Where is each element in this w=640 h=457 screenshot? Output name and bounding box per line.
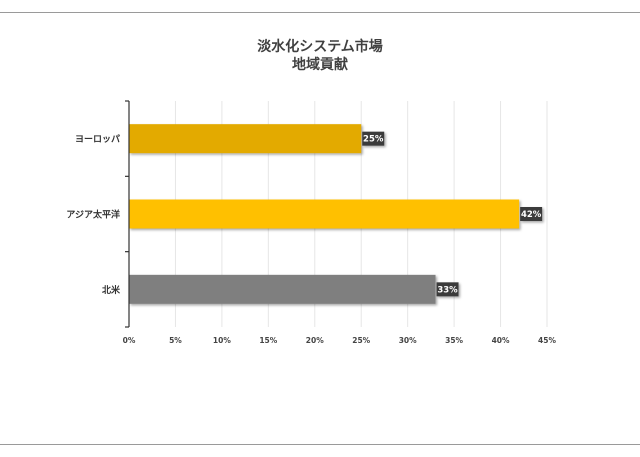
bottom-divider bbox=[0, 444, 640, 445]
x-tick-label: 30% bbox=[399, 336, 417, 345]
data-label: 33% bbox=[437, 285, 458, 295]
chart-title-line1: 淡水化システム市場 bbox=[257, 39, 383, 55]
data-label-box bbox=[436, 282, 459, 297]
data-label: 42% bbox=[521, 210, 542, 220]
bar bbox=[129, 199, 520, 229]
x-tick-label: 45% bbox=[538, 336, 556, 345]
x-tick-label: 25% bbox=[352, 336, 370, 345]
category-label: ヨーロッパ bbox=[75, 133, 120, 145]
x-tick-label: 35% bbox=[445, 336, 463, 345]
category-label: 北米 bbox=[102, 284, 121, 296]
data-label-box bbox=[520, 207, 543, 221]
chart-title-line2: 地域貢献 bbox=[292, 57, 348, 73]
bars bbox=[129, 124, 520, 304]
axes bbox=[125, 100, 130, 328]
data-label-box bbox=[362, 131, 385, 146]
x-tick-label: 20% bbox=[306, 336, 324, 345]
category-label: アジア太平洋 bbox=[66, 209, 120, 221]
x-tick-label: 5% bbox=[169, 336, 182, 345]
x-tick-label: 10% bbox=[213, 336, 231, 345]
x-tick-label: 15% bbox=[259, 336, 277, 345]
x-tick-label: 40% bbox=[492, 336, 510, 345]
x-tick-label: 0% bbox=[123, 336, 136, 345]
bar bbox=[129, 124, 362, 154]
top-divider bbox=[0, 12, 640, 13]
labels: 0% 5% 10% 15% 20% 25% 30% 35% 40% 45% ヨーロッパ 25% アジア太… bbox=[66, 131, 556, 345]
chart-title: 淡水化システム市場 地域貢献 bbox=[0, 38, 640, 74]
bar bbox=[129, 274, 436, 304]
data-label: 25% bbox=[363, 135, 384, 145]
